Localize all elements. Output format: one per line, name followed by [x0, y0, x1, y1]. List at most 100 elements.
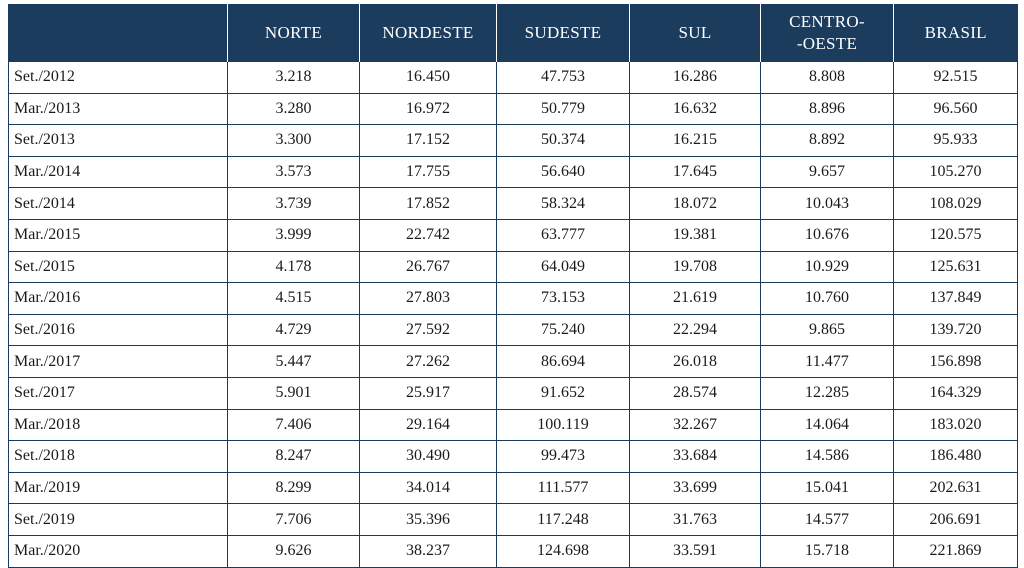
header-centro-oeste: CENTRO- -OESTE	[760, 4, 894, 62]
centro-oeste-cell: 10.929	[760, 250, 894, 284]
sudeste-cell: 47.753	[496, 61, 630, 94]
sul-cell: 33.684	[629, 440, 761, 473]
period-cell: Mar./2014	[8, 155, 228, 189]
nordeste-cell: 16.450	[359, 61, 497, 94]
centro-oeste-cell: 11.477	[760, 345, 894, 378]
table-row: Mar./2019 8.299 34.014 111.577 33.699 15.041 2…	[8, 471, 1018, 505]
nordeste-cell: 27.262	[359, 345, 497, 378]
centro-oeste-cell: 14.577	[760, 503, 894, 536]
sul-cell: 26.018	[629, 345, 761, 378]
table-row: Set./2018 8.247 30.490 99.473 33.684 14.586 18…	[8, 440, 1018, 473]
sul-cell: 31.763	[629, 503, 761, 536]
norte-cell: 3.739	[227, 187, 360, 220]
period-cell: Set./2012	[8, 61, 228, 94]
table-row: Mar./2015 3.999 22.742 63.777 19.381 10.676 12…	[8, 218, 1018, 252]
header-norte: NORTE	[227, 4, 360, 62]
sul-cell: 19.381	[629, 218, 761, 252]
nordeste-cell: 30.490	[359, 440, 497, 473]
header-centro-oeste-label: CENTRO- -OESTE	[789, 11, 865, 53]
period-cell: Set./2017	[8, 376, 228, 410]
brasil-cell: 125.631	[893, 250, 1018, 284]
period-cell: Set./2018	[8, 440, 228, 473]
sudeste-cell: 117.248	[496, 503, 630, 536]
norte-cell: 3.573	[227, 155, 360, 189]
centro-oeste-cell: 8.892	[760, 124, 894, 157]
norte-cell: 8.299	[227, 471, 360, 505]
period-cell: Set./2016	[8, 313, 228, 347]
sul-cell: 33.591	[629, 534, 761, 568]
period-cell: Mar./2017	[8, 345, 228, 378]
header-nordeste: NORDESTE	[359, 4, 497, 62]
header-corner	[8, 4, 228, 62]
norte-cell: 7.706	[227, 503, 360, 536]
table-row: Mar./2018 7.406 29.164 100.119 32.267 14.064 1…	[8, 408, 1018, 442]
centro-oeste-cell: 10.760	[760, 282, 894, 315]
nordeste-cell: 35.396	[359, 503, 497, 536]
centro-oeste-cell: 9.657	[760, 155, 894, 189]
norte-cell: 3.218	[227, 61, 360, 94]
norte-cell: 9.626	[227, 534, 360, 568]
norte-cell: 4.178	[227, 250, 360, 284]
norte-cell: 4.515	[227, 282, 360, 315]
norte-cell: 7.406	[227, 408, 360, 442]
norte-cell: 3.999	[227, 218, 360, 252]
brasil-cell: 206.691	[893, 503, 1018, 536]
nordeste-cell: 27.803	[359, 282, 497, 315]
sudeste-cell: 124.698	[496, 534, 630, 568]
brasil-cell: 186.480	[893, 440, 1018, 473]
period-cell: Mar./2016	[8, 282, 228, 315]
table-row: Set./2014 3.739 17.852 58.324 18.072 10.043 10…	[8, 187, 1018, 220]
brasil-cell: 108.029	[893, 187, 1018, 220]
table-row: Mar./2017 5.447 27.262 86.694 26.018 11.477 15…	[8, 345, 1018, 378]
table-row: Set./2019 7.706 35.396 117.248 31.763 14.577 2…	[8, 503, 1018, 536]
table-body: Set./2012 3.218 16.450 47.753 16.286 8.808 92.…	[8, 61, 1018, 568]
table-row: Set./2013 3.300 17.152 50.374 16.215 8.892 95.…	[8, 124, 1018, 157]
centro-oeste-cell: 12.285	[760, 376, 894, 410]
period-cell: Set./2019	[8, 503, 228, 536]
table-header: NORTE NORDESTE SUDESTE SUL CENTRO- -OESTE…	[8, 4, 1018, 62]
table-row: Set./2017 5.901 25.917 91.652 28.574 12.285 16…	[8, 376, 1018, 410]
sul-cell: 16.286	[629, 61, 761, 94]
table-row: Mar./2016 4.515 27.803 73.153 21.619 10.760 13…	[8, 282, 1018, 315]
period-cell: Set./2013	[8, 124, 228, 157]
sudeste-cell: 100.119	[496, 408, 630, 442]
nordeste-cell: 34.014	[359, 471, 497, 505]
table-row: Mar./2013 3.280 16.972 50.779 16.632 8.896 96.…	[8, 92, 1018, 126]
nordeste-cell: 27.592	[359, 313, 497, 347]
brasil-cell: 202.631	[893, 471, 1018, 505]
nordeste-cell: 29.164	[359, 408, 497, 442]
nordeste-cell: 17.152	[359, 124, 497, 157]
sudeste-cell: 111.577	[496, 471, 630, 505]
header-brasil: BRASIL	[893, 4, 1018, 62]
sudeste-cell: 50.779	[496, 92, 630, 126]
table-row: Set./2016 4.729 27.592 75.240 22.294 9.865 139…	[8, 313, 1018, 347]
centro-oeste-cell: 9.865	[760, 313, 894, 347]
sul-cell: 21.619	[629, 282, 761, 315]
sudeste-cell: 58.324	[496, 187, 630, 220]
sul-cell: 28.574	[629, 376, 761, 410]
sudeste-cell: 63.777	[496, 218, 630, 252]
sudeste-cell: 64.049	[496, 250, 630, 284]
period-cell: Set./2014	[8, 187, 228, 220]
centro-oeste-cell: 15.041	[760, 471, 894, 505]
nordeste-cell: 26.767	[359, 250, 497, 284]
sudeste-cell: 56.640	[496, 155, 630, 189]
sudeste-cell: 86.694	[496, 345, 630, 378]
table-row: Set./2012 3.218 16.450 47.753 16.286 8.808 92.…	[8, 61, 1018, 94]
header-sudeste: SUDESTE	[496, 4, 630, 62]
norte-cell: 3.280	[227, 92, 360, 126]
period-cell: Mar./2020	[8, 534, 228, 568]
centro-oeste-cell: 15.718	[760, 534, 894, 568]
period-cell: Set./2015	[8, 250, 228, 284]
period-cell: Mar./2013	[8, 92, 228, 126]
norte-cell: 4.729	[227, 313, 360, 347]
brasil-cell: 137.849	[893, 282, 1018, 315]
sul-cell: 17.645	[629, 155, 761, 189]
norte-cell: 8.247	[227, 440, 360, 473]
centro-oeste-cell: 10.676	[760, 218, 894, 252]
brasil-cell: 95.933	[893, 124, 1018, 157]
norte-cell: 5.901	[227, 376, 360, 410]
brasil-cell: 105.270	[893, 155, 1018, 189]
nordeste-cell: 17.755	[359, 155, 497, 189]
sul-cell: 19.708	[629, 250, 761, 284]
